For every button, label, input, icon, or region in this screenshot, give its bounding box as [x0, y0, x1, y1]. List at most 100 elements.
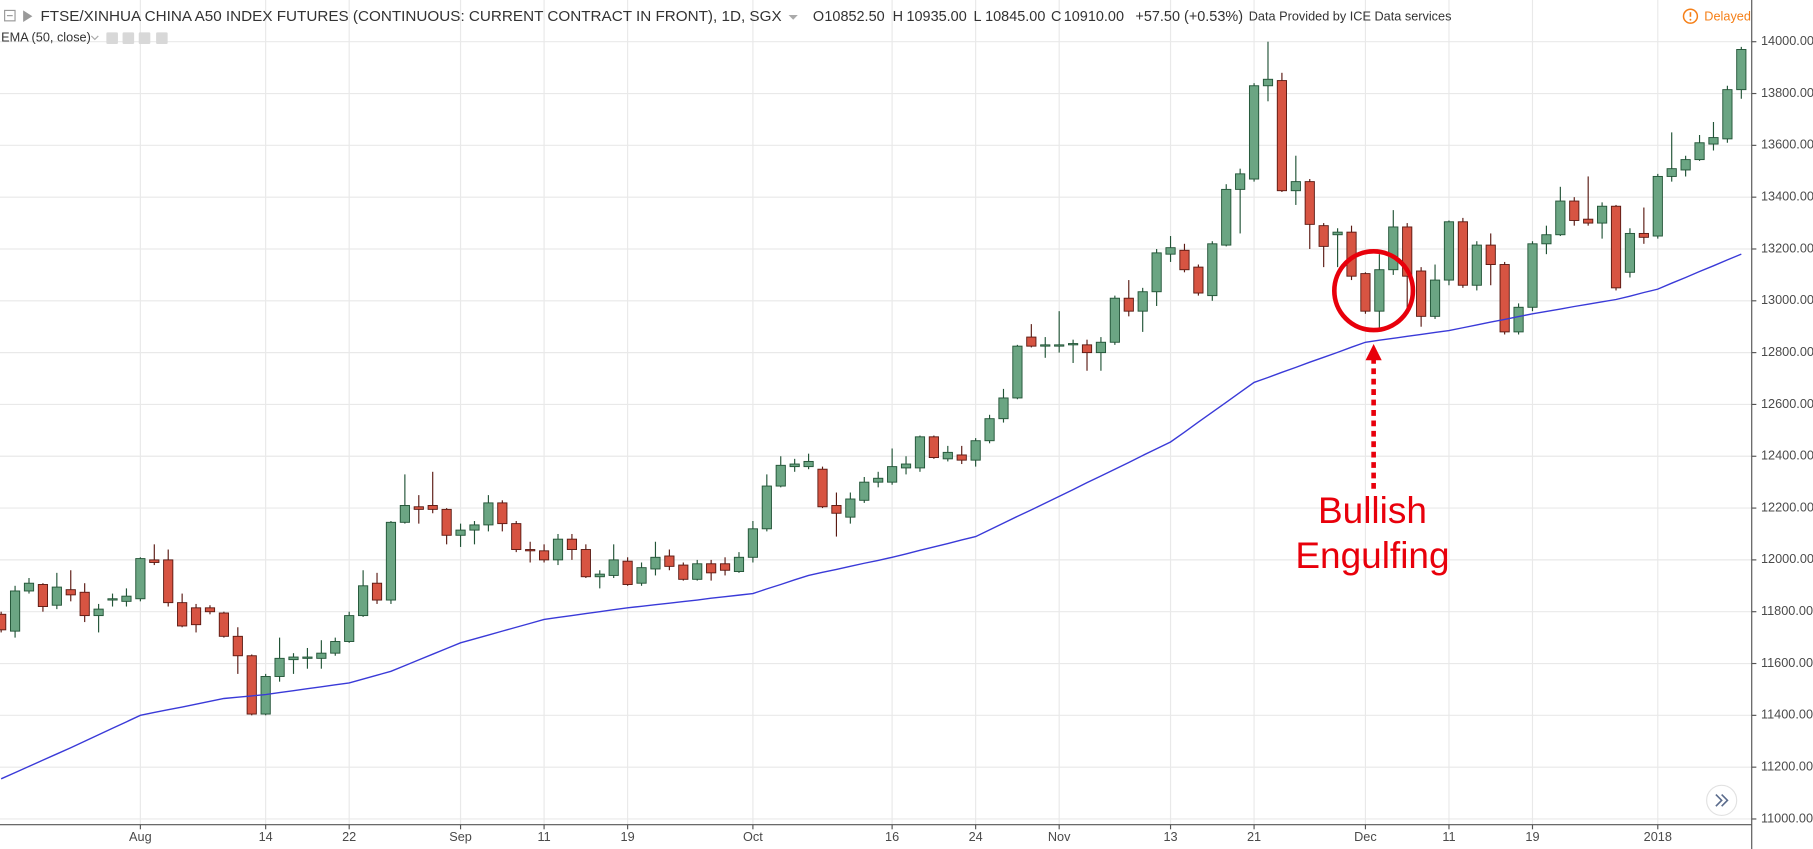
candle-body	[177, 602, 188, 627]
candle-body	[1680, 159, 1691, 171]
y-tick-label: 13600.00	[1761, 137, 1813, 152]
candle-body	[344, 615, 355, 642]
y-tick-label: 11600.00	[1761, 655, 1813, 670]
candle-body	[1471, 244, 1482, 286]
delayed-status: Delayed	[1704, 9, 1751, 24]
candle-body	[427, 505, 438, 510]
candle-body	[525, 549, 536, 552]
candle-body	[135, 558, 146, 600]
x-tick-label: 16	[885, 829, 899, 844]
candle-body	[552, 538, 564, 561]
candle-body	[149, 559, 160, 563]
candle-body	[1068, 343, 1079, 346]
highlight-circle	[1332, 249, 1416, 333]
candle-body	[803, 460, 814, 468]
candle-body	[1262, 78, 1274, 87]
candle-body	[580, 549, 591, 578]
candle-body	[1736, 49, 1747, 91]
x-tick-label: 2018	[1644, 829, 1672, 844]
y-tick-label: 14000.00	[1761, 33, 1813, 48]
candle-body	[1722, 89, 1733, 140]
candle-body	[1416, 270, 1427, 317]
indicator-caret[interactable]	[90, 35, 99, 41]
candle-body	[1429, 279, 1441, 317]
candle-body	[817, 468, 828, 508]
x-tick-label: 24	[969, 829, 983, 844]
candle-body	[1081, 344, 1093, 354]
candle-body	[204, 607, 216, 613]
candle-body	[1276, 80, 1287, 192]
candle-body	[706, 563, 717, 574]
scroll-right-icon	[1715, 793, 1729, 807]
candle-body	[511, 523, 522, 550]
x-tick-label: 13	[1163, 829, 1177, 844]
y-tick-label: 12200.00	[1761, 499, 1813, 514]
icon-settings[interactable]	[122, 32, 135, 45]
candle-body	[1610, 205, 1622, 289]
candle-body	[1666, 168, 1677, 177]
ohlc-key: O	[813, 9, 824, 25]
y-tick-label: 12600.00	[1761, 396, 1813, 411]
candle-body	[1499, 264, 1510, 333]
candle-body	[747, 528, 758, 558]
candle-body	[218, 612, 229, 637]
candle-body	[399, 505, 410, 523]
icon-eye[interactable]	[106, 32, 118, 45]
candle-body	[37, 584, 49, 607]
candle-body	[914, 436, 926, 469]
candle-body	[984, 418, 995, 442]
x-tick-label: 11	[1442, 829, 1455, 844]
annotation-text: Engulfing	[1295, 534, 1449, 576]
x-tick-label: Dec	[1354, 829, 1377, 844]
candle-body	[1388, 226, 1399, 271]
annotation-arrowhead	[1365, 344, 1382, 361]
candle-body	[288, 656, 299, 661]
axes: 11000.00 11200.00 11400.00 11600.00 11800.00…	[129, 33, 1813, 844]
candle-body	[692, 563, 703, 580]
icon-close[interactable]	[156, 32, 168, 45]
candle-body	[761, 485, 772, 530]
icon-more[interactable]	[138, 32, 151, 45]
candle-body	[121, 595, 132, 602]
y-tick-label: 11400.00	[1761, 707, 1813, 722]
y-tick-label: 11200.00	[1761, 759, 1813, 774]
candle-body	[900, 463, 912, 469]
collapse-icon[interactable]	[4, 9, 16, 22]
candle-body	[1193, 266, 1204, 294]
y-tick-label: 12000.00	[1761, 551, 1813, 566]
dropdown-caret[interactable]	[788, 15, 798, 20]
candle-body	[1026, 336, 1037, 347]
candle-body	[371, 582, 383, 601]
candle-body	[1583, 218, 1594, 224]
candle-body	[859, 481, 870, 501]
candle-body	[330, 641, 341, 654]
indicator-icons[interactable]	[106, 32, 168, 45]
candle-body	[232, 635, 243, 657]
y-tick-label: 11000.00	[1761, 810, 1813, 825]
candle-body	[1123, 297, 1134, 312]
candle-body	[622, 560, 633, 585]
x-tick-label: Sep	[449, 829, 472, 844]
candle-body	[887, 466, 898, 483]
candle-body	[1597, 205, 1608, 224]
ohlc-value: 10845.00	[985, 9, 1045, 25]
candle-body	[1541, 234, 1552, 245]
candle-body	[636, 567, 647, 584]
candle-body	[831, 505, 842, 514]
candle-body	[873, 477, 884, 483]
candle-body	[23, 582, 35, 592]
candle-body	[51, 586, 62, 606]
y-tick-label: 13800.00	[1761, 85, 1813, 100]
symbol-flag	[23, 10, 33, 23]
candle-body	[1527, 243, 1538, 308]
x-tick-label: Oct	[743, 829, 763, 844]
y-tick-label: 12800.00	[1761, 344, 1813, 359]
candle-body	[594, 573, 605, 578]
candle-body	[385, 521, 397, 601]
candle-body	[1151, 252, 1162, 293]
candle-body	[1012, 345, 1023, 399]
candle-body	[942, 451, 953, 460]
change: +57.50 (+0.53%)	[1135, 9, 1243, 25]
